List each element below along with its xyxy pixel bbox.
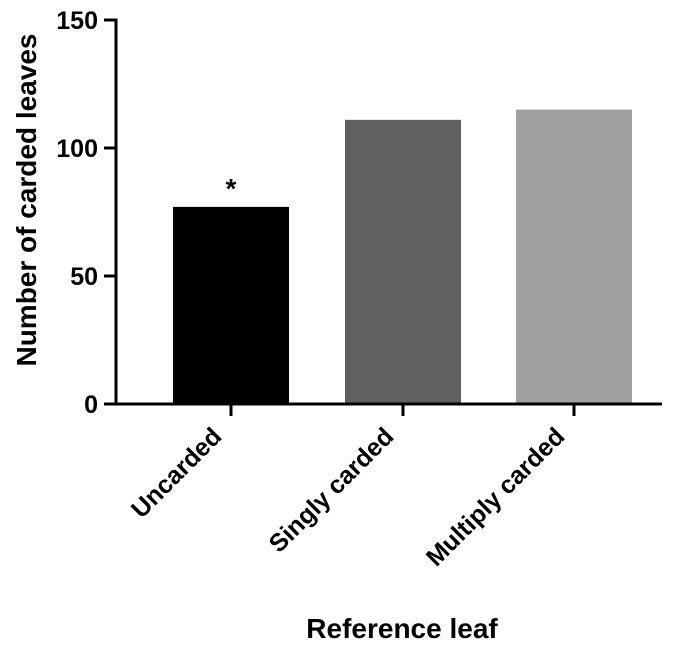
y-axis-title: Number of carded leaves [11, 33, 42, 366]
axes-group [114, 18, 662, 406]
bar-multiply-carded [516, 109, 632, 404]
bar-singly-carded [345, 119, 461, 404]
bars-group [173, 109, 632, 404]
x-axis-title: Reference leaf [306, 613, 498, 644]
bar-uncarded [173, 206, 289, 404]
x-ticks-group: Uncarded Singly carded Multiply carded [126, 404, 576, 572]
x-tick-label: Singly carded [264, 422, 400, 558]
annotations-group: * [226, 173, 237, 204]
y-tick-label: 100 [56, 135, 98, 163]
x-tick-label: Uncarded [126, 422, 227, 523]
x-tick-label: Multiply carded [421, 422, 570, 571]
y-tick-label: 150 [56, 7, 98, 35]
y-ticks-group: 0 50 100 150 [56, 7, 116, 419]
y-tick-label: 50 [70, 263, 98, 291]
significance-marker: * [226, 173, 237, 204]
y-tick-label: 0 [84, 391, 98, 419]
